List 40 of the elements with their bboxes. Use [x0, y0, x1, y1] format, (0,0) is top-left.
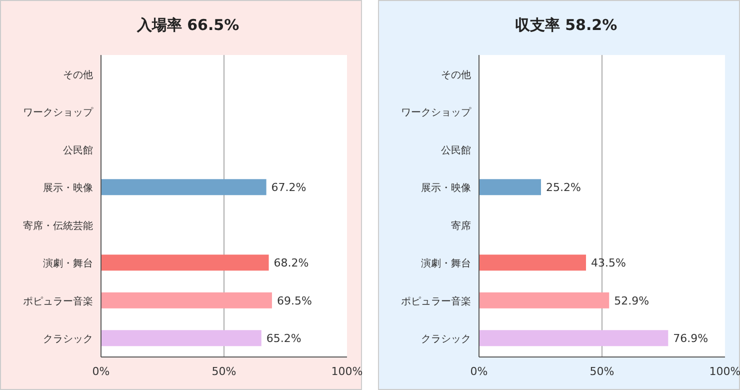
y-tick-label: クラシック	[43, 334, 93, 346]
y-tick-label: 寄席	[451, 220, 471, 232]
bar	[479, 330, 668, 346]
data-label: 68.2%	[274, 256, 309, 270]
bar	[479, 179, 541, 196]
y-tick-label: クラシック	[421, 334, 471, 346]
chart-title: 入場率 66.5%	[136, 16, 240, 34]
data-label: 43.5%	[591, 256, 626, 270]
y-tick-label: ワークショップ	[23, 106, 94, 119]
y-tick-label: 演劇・舞台	[421, 258, 471, 270]
data-label: 76.9%	[673, 332, 708, 346]
y-tick-label: 展示・映像	[43, 182, 93, 194]
bar	[479, 254, 586, 271]
bar	[101, 292, 272, 308]
y-tick-label: 寄席・伝統芸能	[23, 220, 93, 232]
bar	[101, 330, 262, 346]
x-tick-label: 50%	[212, 365, 236, 378]
y-tick-label: 公民館	[441, 144, 471, 156]
x-tick-label: 100%	[709, 365, 740, 378]
y-tick-label: その他	[63, 68, 93, 81]
data-label: 69.5%	[276, 294, 312, 308]
y-tick-label: その他	[441, 68, 471, 81]
y-tick-label: 展示・映像	[421, 182, 471, 194]
data-label: 52.9%	[614, 294, 650, 308]
x-tick-label: 100%	[331, 365, 363, 378]
data-label: 65.2%	[266, 332, 302, 346]
y-tick-label: 公民館	[63, 144, 93, 156]
x-tick-label: 0%	[92, 365, 110, 378]
bar	[479, 292, 610, 308]
data-label: 67.2%	[271, 181, 306, 194]
y-tick-label: ポピュラー音楽	[401, 295, 471, 308]
y-tick-label: ポピュラー音楽	[23, 295, 93, 308]
x-tick-label: 0%	[470, 365, 488, 378]
data-label: 25.2%	[546, 181, 581, 194]
y-tick-label: 演劇・舞台	[43, 258, 93, 270]
x-tick-label: 50%	[590, 365, 614, 378]
bar	[101, 254, 269, 271]
y-tick-label: ワークショップ	[401, 106, 472, 119]
chart-title: 収支率 58.2%	[514, 16, 618, 34]
bar	[101, 179, 266, 196]
